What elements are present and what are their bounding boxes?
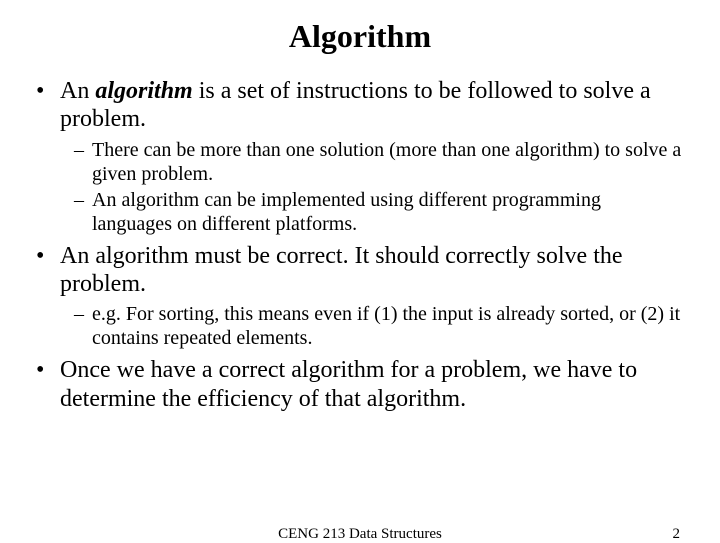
sub-bullet-block: – e.g. For sorting, this means even if (… — [36, 302, 684, 350]
bullet-item: • Once we have a correct algorithm for a… — [36, 356, 684, 413]
bullet-marker: • — [36, 242, 60, 270]
text-pre: An — [60, 78, 95, 104]
bullet-item: • An algorithm must be correct. It shoul… — [36, 242, 684, 299]
sub-bullet-text: An algorithm can be implemented using di… — [92, 188, 684, 236]
sub-bullet-item: – An algorithm can be implemented using … — [74, 188, 684, 236]
dash-marker: – — [74, 302, 92, 326]
sub-bullet-text: There can be more than one solution (mor… — [92, 138, 684, 186]
sub-bullet-block: – There can be more than one solution (m… — [36, 138, 684, 236]
bullet-marker: • — [36, 77, 60, 105]
bullet-item: • An algorithm is a set of instructions … — [36, 77, 684, 134]
footer-page-number: 2 — [673, 526, 681, 543]
bullet-text: Once we have a correct algorithm for a p… — [60, 356, 684, 413]
text-emphasis: algorithm — [95, 78, 192, 104]
dash-marker: – — [74, 138, 92, 162]
bullet-marker: • — [36, 356, 60, 384]
sub-bullet-item: – There can be more than one solution (m… — [74, 138, 684, 186]
slide-body: • An algorithm is a set of instructions … — [28, 77, 692, 413]
dash-marker: – — [74, 188, 92, 212]
slide-title: Algorithm — [28, 18, 692, 55]
bullet-text: An algorithm must be correct. It should … — [60, 242, 684, 299]
sub-bullet-text: e.g. For sorting, this means even if (1)… — [92, 302, 684, 350]
bullet-text: An algorithm is a set of instructions to… — [60, 77, 684, 134]
sub-bullet-item: – e.g. For sorting, this means even if (… — [74, 302, 684, 350]
footer-course: CENG 213 Data Structures — [0, 526, 720, 543]
